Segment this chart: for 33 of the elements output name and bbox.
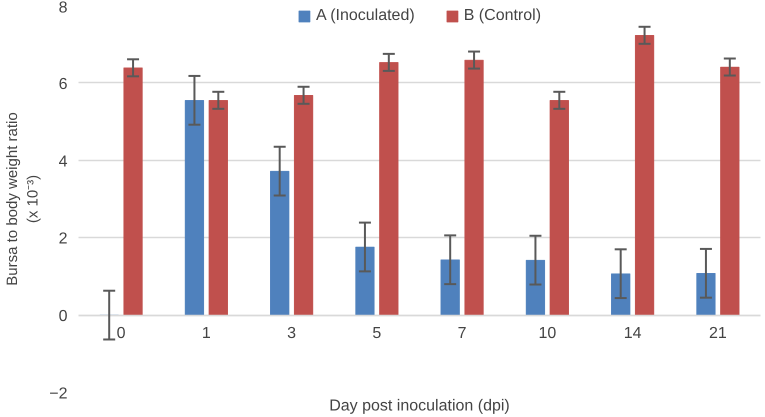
x-tick-label: 5 (372, 325, 382, 342)
bar (550, 100, 569, 316)
y-tick-label: 2 (58, 230, 68, 248)
x-tick-label: 21 (708, 325, 727, 342)
bar (611, 273, 630, 316)
x-tick-label: 0 (116, 325, 126, 342)
bar (696, 273, 716, 316)
bar (634, 35, 654, 316)
bar (464, 60, 484, 316)
x-tick-label: 10 (538, 325, 556, 342)
y-tick-label: 4 (58, 153, 68, 170)
bar (184, 100, 204, 316)
bar (720, 66, 740, 316)
x-tick-label: 3 (287, 325, 296, 342)
bar (355, 246, 375, 316)
bar (294, 95, 314, 316)
bar (379, 62, 398, 316)
bar (440, 260, 460, 316)
bar (123, 68, 143, 316)
x-axis-title: Day post inoculation (dpi) (329, 398, 510, 414)
bar (270, 170, 290, 316)
y-tick-label: 8 (58, 0, 68, 16)
y-axis-title: Bursa to body weight ratio (x 10⁻³) (4, 112, 42, 286)
legend-label: A (Inoculated) (316, 7, 415, 25)
x-tick-label: 14 (624, 325, 642, 342)
x-tick-label: 1 (202, 325, 211, 342)
bar (526, 260, 546, 316)
y-tick-label: −2 (49, 386, 68, 402)
y-tick-label: 0 (58, 308, 68, 326)
legend-label: B (Control) (464, 7, 542, 25)
y-tick-label: 6 (58, 76, 68, 93)
x-tick-label: 7 (458, 325, 467, 342)
bar (208, 100, 228, 316)
